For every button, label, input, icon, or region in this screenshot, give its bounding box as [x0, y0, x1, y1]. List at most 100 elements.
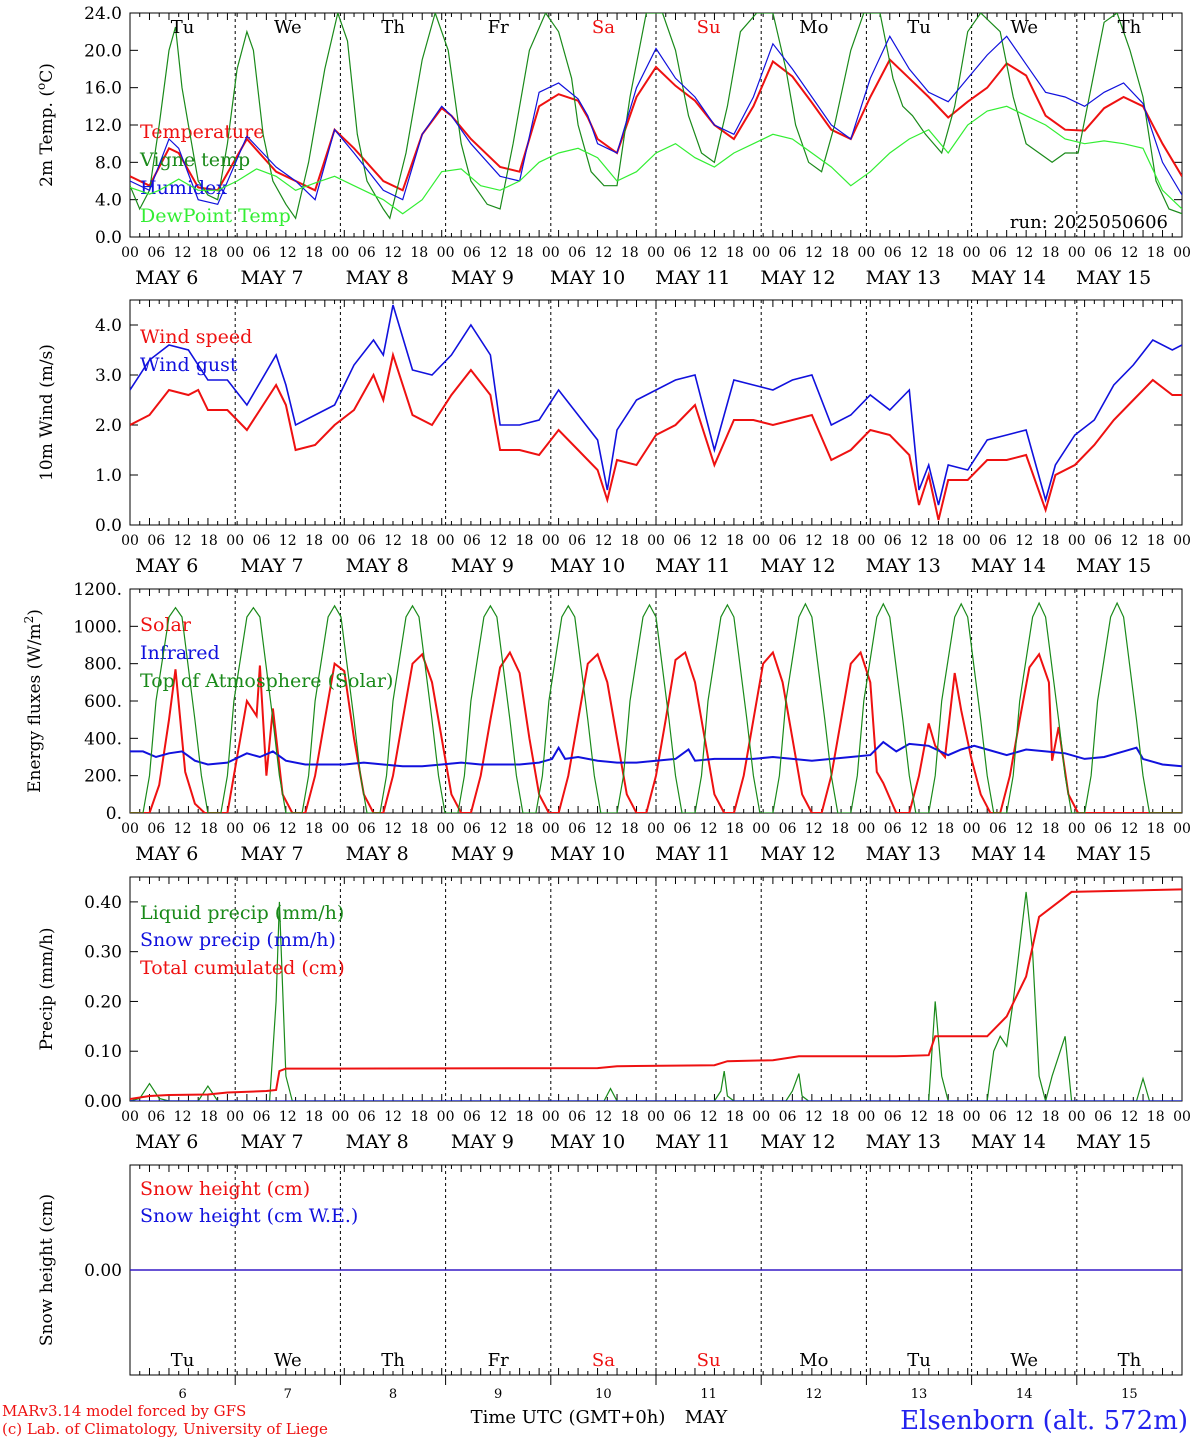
weekday-label: Mo	[799, 1350, 828, 1371]
series-line	[130, 304, 1182, 506]
date-label: MAY 10	[550, 555, 625, 577]
date-label: MAY 8	[346, 267, 409, 289]
weekday-label: Fr	[488, 1350, 509, 1371]
date-label: MAY 9	[451, 555, 514, 577]
hour-label: 12	[594, 821, 612, 837]
hour-label: 00	[121, 1109, 139, 1125]
hour-label: 00	[226, 821, 244, 837]
date-label: MAY 7	[240, 267, 303, 289]
hour-label: 06	[147, 533, 165, 549]
hour-label: 12	[489, 821, 507, 837]
hour-label: 18	[1042, 1109, 1060, 1125]
hour-label: 18	[1147, 821, 1165, 837]
hour-label: 12	[700, 821, 718, 837]
hour-label: 00	[226, 245, 244, 261]
hour-label: 12	[174, 245, 192, 261]
hour-label: 18	[621, 821, 639, 837]
temperature-panel: 0.0 4.0 8.0 12.0 16.0 20.0 24.0 2m Temp. (oC) Te…	[34, 4, 1191, 289]
precip-panel: 0.00 0.10 0.20 0.30 0.40 Precip (mm/h) Liquid …	[37, 876, 1191, 1153]
series-line	[130, 601, 1182, 813]
legend-entry: Infrared	[140, 642, 220, 664]
hour-label: 06	[884, 821, 902, 837]
hour-label: 12	[174, 1109, 192, 1125]
weekday-label: Tu	[907, 1350, 931, 1371]
time-axis-label: Time UTC (GMT+0h)	[471, 1407, 666, 1428]
date-label: MAY 12	[760, 1131, 835, 1153]
hour-label: 06	[253, 1109, 271, 1125]
day-number-label: 7	[284, 1387, 292, 1402]
y-tick-label: 12.0	[84, 116, 122, 136]
date-label: MAY 10	[550, 267, 625, 289]
legend-entry: DewPoint Temp	[140, 205, 291, 227]
y-tick-label: 0.20	[84, 992, 122, 1012]
legend-entry: Top of Atmosphere (Solar)	[140, 670, 393, 692]
weekday-label: Th	[1118, 17, 1142, 38]
y-tick-label: 2.0	[95, 416, 122, 436]
hour-label: 18	[936, 1109, 954, 1125]
legend-entry: Wind gust	[140, 354, 238, 376]
hour-label: 06	[673, 1109, 691, 1125]
hour-label: 00	[752, 533, 770, 549]
hour-label: 18	[621, 1109, 639, 1125]
hour-label: 06	[673, 245, 691, 261]
hour-label: 06	[673, 533, 691, 549]
hour-label: 06	[673, 821, 691, 837]
date-label: MAY 11	[655, 843, 730, 865]
weekday-label: Tu	[907, 17, 931, 38]
series-line	[130, 105, 1182, 215]
lab-credit: (c) Lab. of Climatology, University of L…	[2, 1420, 328, 1438]
date-label: MAY 7	[240, 843, 303, 865]
hour-label: 18	[200, 245, 218, 261]
hour-label: 00	[963, 533, 981, 549]
hour-label: 06	[989, 821, 1007, 837]
hour-label: 18	[1042, 821, 1060, 837]
hour-label: 00	[1173, 245, 1191, 261]
y-tick-label: 3.0	[95, 366, 122, 386]
hour-label: 18	[831, 245, 849, 261]
hour-label: 06	[1094, 245, 1112, 261]
hour-label: 12	[489, 1109, 507, 1125]
hour-label: 00	[437, 533, 455, 549]
hour-label: 00	[437, 1109, 455, 1125]
hour-label: 00	[121, 245, 139, 261]
hour-label: 06	[358, 245, 376, 261]
y-axis-label: 2m Temp. (oC)	[34, 63, 57, 187]
hour-label: 00	[1068, 821, 1086, 837]
hour-label: 00	[1068, 245, 1086, 261]
date-label: MAY 13	[866, 843, 941, 865]
date-label: MAY 6	[135, 1131, 198, 1153]
hour-label: 06	[989, 245, 1007, 261]
hour-label: 00	[752, 245, 770, 261]
date-label: MAY 11	[655, 267, 730, 289]
hour-label: 18	[726, 245, 744, 261]
hour-label: 00	[437, 821, 455, 837]
hour-label: 06	[1094, 1109, 1112, 1125]
date-label: MAY 14	[971, 267, 1046, 289]
series-line	[130, 891, 1182, 1101]
hour-label: 00	[121, 821, 139, 837]
y-axis-label: 10m Wind (m/s)	[37, 344, 57, 481]
hour-label: 18	[1042, 245, 1060, 261]
series-line	[130, 13, 1182, 220]
hour-label: 00	[963, 245, 981, 261]
day-number-label: 6	[178, 1387, 186, 1402]
date-label: MAY 6	[135, 555, 198, 577]
date-label: MAY 14	[971, 843, 1046, 865]
hour-label: 00	[542, 1109, 560, 1125]
hour-label: 12	[910, 533, 928, 549]
hour-label: 00	[647, 245, 665, 261]
model-credit: MARv3.14 model forced by GFS	[2, 1402, 246, 1420]
weekday-label: Tu	[171, 17, 195, 38]
date-label: MAY 15	[1076, 555, 1151, 577]
date-label: MAY 6	[135, 267, 198, 289]
weekday-label: Fr	[488, 17, 509, 38]
hour-label: 18	[1147, 533, 1165, 549]
hour-label: 18	[200, 1109, 218, 1125]
day-number-label: 9	[494, 1387, 502, 1402]
y-tick-label: 0.0	[95, 516, 122, 536]
date-label: MAY 11	[655, 1131, 730, 1153]
hour-label: 12	[805, 821, 823, 837]
legend-entry: Solar	[140, 614, 192, 636]
y-tick-label: 1.0	[95, 466, 122, 486]
